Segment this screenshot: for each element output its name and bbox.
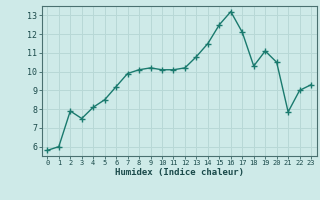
X-axis label: Humidex (Indice chaleur): Humidex (Indice chaleur) [115,168,244,177]
